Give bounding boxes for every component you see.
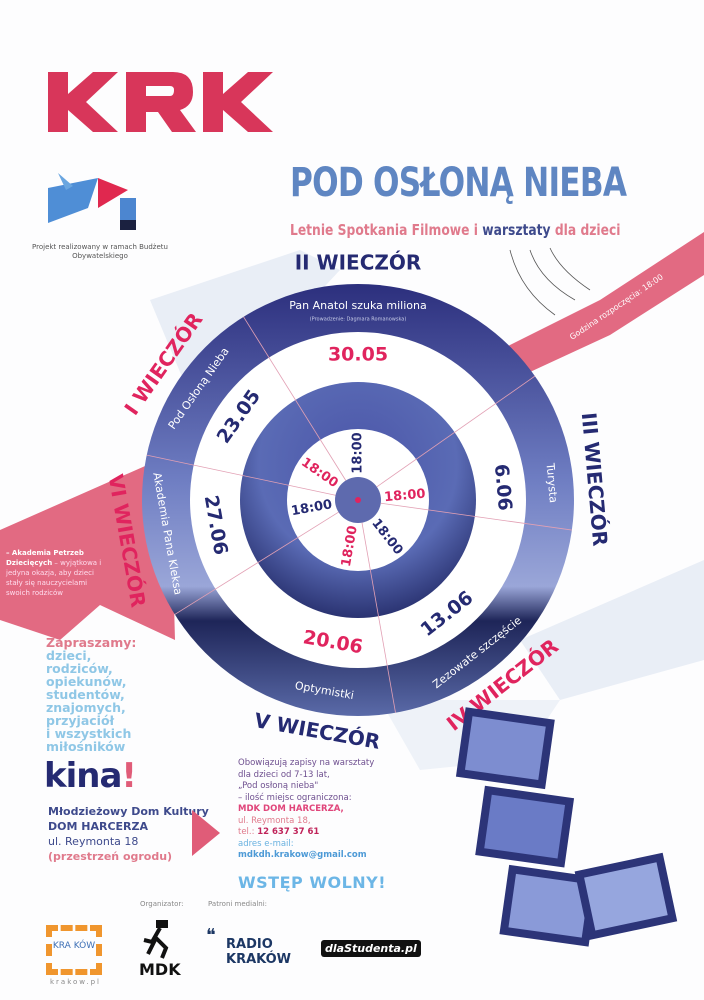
venue-name: Młodzieżowy Dom Kultury xyxy=(48,805,209,818)
organizer-label: Organizator: xyxy=(140,900,184,908)
krakow-logo: KRA KÓW xyxy=(46,925,102,975)
kina-text: kina xyxy=(44,756,122,796)
email-label: adres e-mail: xyxy=(238,838,294,849)
info-organizer: MDK DOM HARCERZA, xyxy=(238,804,344,814)
evening-label: II WIECZÓR xyxy=(295,251,422,275)
info-address: ul. Reymonta 18, xyxy=(238,815,311,826)
subtitle-part: dla dzieci xyxy=(550,221,621,239)
bg-triangle xyxy=(520,560,704,700)
evening-time: 18:00 xyxy=(384,487,427,506)
phone-number[interactable]: 12 637 37 61 xyxy=(257,827,320,837)
venue-address: ul. Reymonta 18 xyxy=(48,835,139,848)
vi-note-text: – wyjątkowa i jedyna okazja, aby dzieci … xyxy=(6,559,102,597)
radio-line: KRAKÓW xyxy=(226,952,292,967)
workshop-info: Obowiązują zapisy na warsztaty dla dziec… xyxy=(238,758,374,862)
patrons-label: Patroni medialni: xyxy=(208,900,268,908)
email-link[interactable]: mdkdh.krakow@gmail.com xyxy=(238,850,367,860)
venue-building: DOM HARCERZA xyxy=(48,820,148,833)
sector-divider xyxy=(376,375,536,488)
vi-evening-band xyxy=(0,455,175,640)
info-phone-row: tel.: 12 637 37 61 xyxy=(238,827,374,839)
film-title: Pan Anatol szuka miliona xyxy=(289,299,426,312)
kina-heading: kina! xyxy=(44,756,137,796)
sector-dividers xyxy=(146,316,572,713)
phone-label: tel.: xyxy=(238,827,258,837)
mdk-runner-icon xyxy=(143,920,169,959)
sector-divider xyxy=(243,316,347,481)
invite-item: rodziców, xyxy=(46,661,113,676)
info-line: dla dzieci od 7-13 lat, xyxy=(238,769,330,780)
play-triangle-icon xyxy=(192,810,220,856)
subtitle-part: Letnie Spotkania Filmowe i xyxy=(290,221,483,239)
evening-date: 30.05 xyxy=(328,344,388,366)
info-line: „Pod osłoną nieba" xyxy=(238,781,319,791)
radio-quote-icon: ❝ xyxy=(206,925,216,946)
kina-exclamation: ! xyxy=(121,756,136,796)
subtitle-workshops: warsztaty xyxy=(482,221,551,239)
subtitle: Letnie Spotkania Filmowe i warsztaty dla… xyxy=(290,221,620,239)
vi-evening-note: – Akademia Petrzeb Dziecięcych – wyjątko… xyxy=(6,548,106,598)
free-entry: WSTĘP WOLNY! xyxy=(238,873,387,892)
invite-list: Zapraszamy: dzieci, rodziców, opiekunów,… xyxy=(46,636,136,753)
film-title: Turysta xyxy=(543,462,560,504)
sector-divider xyxy=(361,522,396,713)
invite-item: studentów, xyxy=(46,687,125,702)
film-host: (Prowadzenie: Dagmara Romanowska) xyxy=(310,317,407,323)
krakow-url: krakow.pl xyxy=(50,978,102,986)
radio-krakow-logo: RADIO KRAKÓW xyxy=(226,937,291,967)
project-note: Projekt realizowany w ramach Budżetu Oby… xyxy=(32,243,168,260)
evening-time: 18:00 xyxy=(351,432,366,473)
vi-note-bold: – Akademia Petrzeb Dziecięcych xyxy=(6,549,84,567)
radio-line: RADIO xyxy=(226,937,273,952)
venue-note: (przestrzeń ogrodu) xyxy=(48,850,173,863)
film-strip xyxy=(455,707,678,947)
arrows-icon xyxy=(509,247,591,316)
info-line: Obowiązują zapisy na warsztaty xyxy=(238,758,375,768)
budzet-obywatelski-logo xyxy=(48,173,136,230)
invite-item: opiekunów, xyxy=(46,674,127,689)
invite-item: dzieci, xyxy=(46,648,92,663)
mdk-logo: MDK xyxy=(139,960,181,979)
info-line: – ilość miejsc ograniczona: xyxy=(238,792,352,803)
start-time-band xyxy=(500,232,704,372)
sector-divider xyxy=(146,454,336,496)
evening-time: 18:00 xyxy=(290,497,333,519)
invite-item: miłośników xyxy=(46,739,126,754)
evening-time: 18:00 xyxy=(339,525,361,568)
venue: Młodzieżowy Dom Kultury DOM HARCERZA ul.… xyxy=(48,804,209,864)
invite-item: znajomych, xyxy=(46,700,126,715)
evening-date: 6.06 xyxy=(490,463,516,512)
invite-heading: Zapraszamy: xyxy=(46,635,137,650)
sector-divider xyxy=(380,502,572,531)
invite-item: przyjaciół xyxy=(46,713,115,728)
dlastudenta-logo: dlaStudenta.pl xyxy=(321,940,421,957)
evening-label: III WIECZÓR xyxy=(577,411,613,547)
center-dot xyxy=(355,497,361,503)
page-title: POD OSŁONĄ NIEBA xyxy=(290,160,627,206)
sector-divider xyxy=(174,511,339,615)
invite-item: i wszystkich xyxy=(46,726,132,741)
krk-logo xyxy=(48,72,273,132)
